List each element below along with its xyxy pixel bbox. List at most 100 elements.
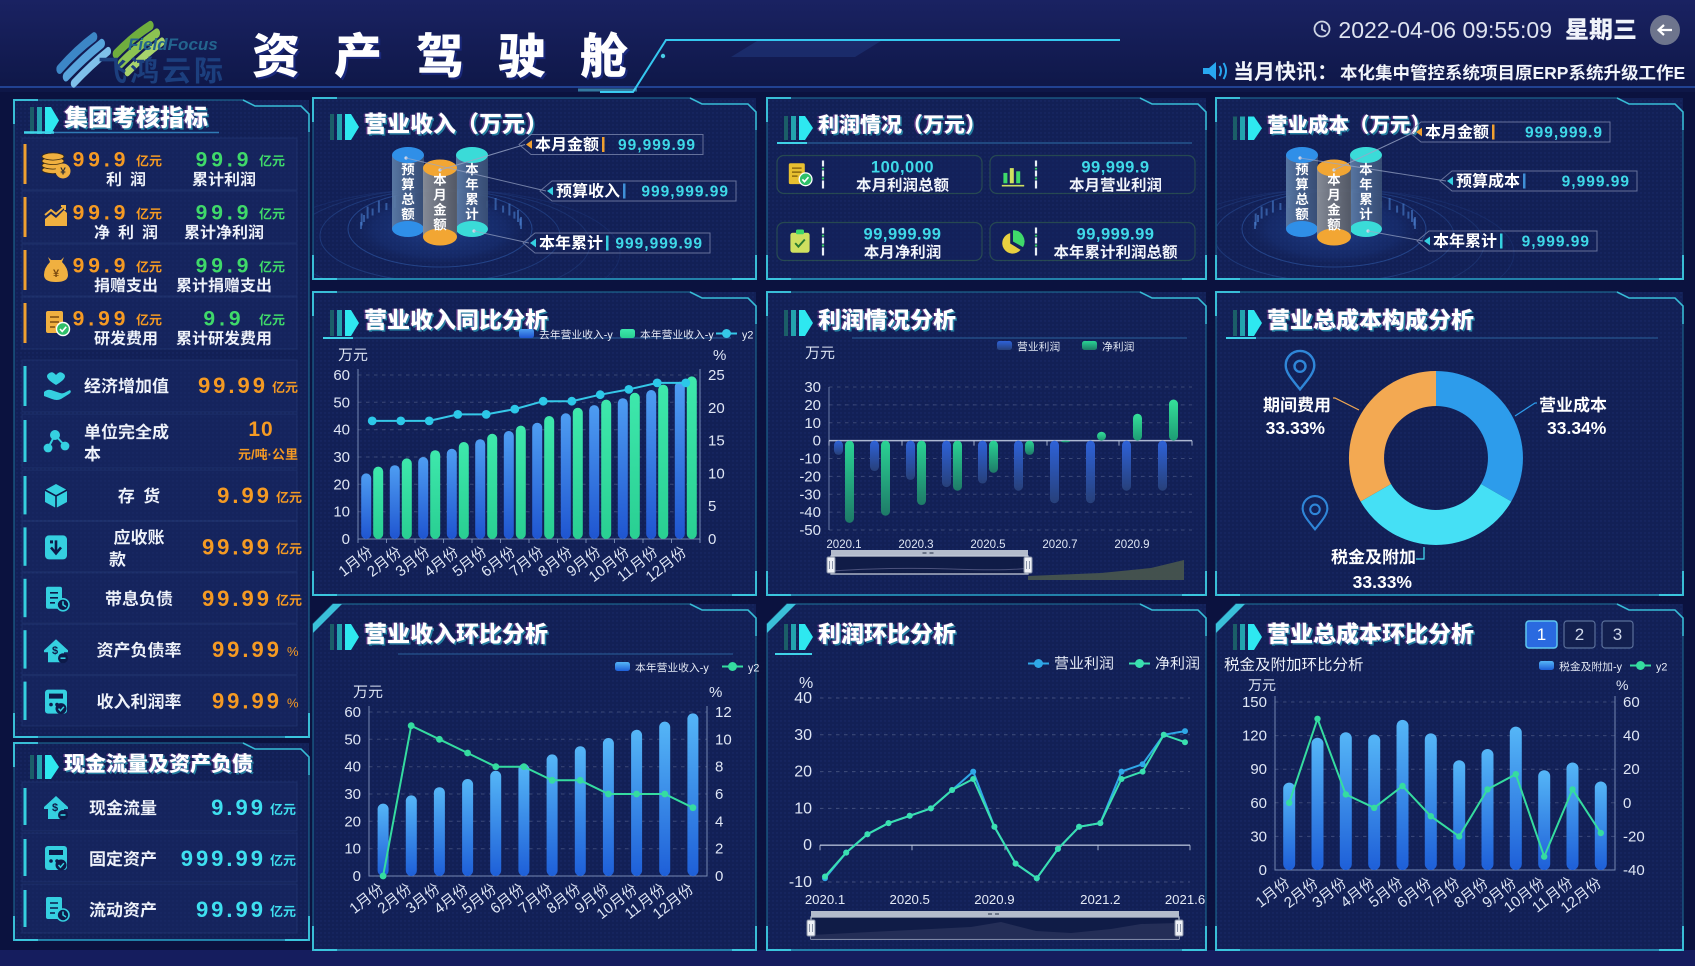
svg-text:99.99: 99.99 xyxy=(196,897,266,922)
svg-text:2020.9: 2020.9 xyxy=(1114,539,1149,551)
svg-text:99.9: 99.9 xyxy=(73,255,130,278)
svg-text:2021.6: 2021.6 xyxy=(1165,892,1205,907)
svg-text:40: 40 xyxy=(1623,728,1640,745)
svg-text:0: 0 xyxy=(342,531,350,548)
svg-text:20: 20 xyxy=(344,813,361,830)
svg-text:%: % xyxy=(799,675,813,692)
svg-text:·: · xyxy=(268,447,272,462)
svg-text:30: 30 xyxy=(333,449,350,466)
svg-text:¥: ¥ xyxy=(60,167,66,178)
svg-text:20: 20 xyxy=(333,476,350,493)
svg-text:%: % xyxy=(287,644,299,659)
svg-text:30: 30 xyxy=(794,727,812,744)
svg-text:99.9: 99.9 xyxy=(73,202,130,225)
svg-text:2: 2 xyxy=(1575,625,1584,644)
svg-text:2020.5: 2020.5 xyxy=(890,892,930,907)
svg-text:99.9: 99.9 xyxy=(196,255,253,278)
svg-text:12: 12 xyxy=(715,704,732,721)
svg-text:0: 0 xyxy=(708,531,716,548)
svg-text:999.99: 999.99 xyxy=(181,846,266,871)
svg-text:30: 30 xyxy=(344,786,361,803)
svg-text:99.99: 99.99 xyxy=(212,689,282,714)
svg-text:99,999.99: 99,999.99 xyxy=(618,137,696,154)
svg-text:40: 40 xyxy=(333,422,350,439)
svg-text:/: / xyxy=(251,447,255,462)
svg-text:10: 10 xyxy=(1501,893,1525,917)
svg-text:-50: -50 xyxy=(799,522,821,539)
svg-text:20: 20 xyxy=(794,764,812,781)
svg-text:$: $ xyxy=(52,645,58,657)
svg-text:2020.1: 2020.1 xyxy=(826,539,861,551)
svg-text:40: 40 xyxy=(794,690,812,707)
svg-text:2022-04-06 09:55:09: 2022-04-06 09:55:09 xyxy=(1338,17,1552,43)
svg-text:0: 0 xyxy=(353,868,361,885)
svg-text:-30: -30 xyxy=(799,486,821,503)
svg-text:20: 20 xyxy=(1623,761,1640,778)
svg-text:25: 25 xyxy=(708,367,725,384)
svg-text:99.99: 99.99 xyxy=(212,637,282,662)
svg-text:15: 15 xyxy=(708,433,725,450)
svg-text:0: 0 xyxy=(715,868,723,885)
svg-text:99,999.99: 99,999.99 xyxy=(1077,226,1155,244)
svg-text:99,999.99: 99,999.99 xyxy=(864,226,942,244)
svg-text:99,999.9: 99,999.9 xyxy=(1081,159,1149,177)
svg-text:99.9: 99.9 xyxy=(196,202,253,225)
svg-text:99.99: 99.99 xyxy=(202,586,272,611)
svg-text:12: 12 xyxy=(650,899,674,923)
svg-text:5: 5 xyxy=(708,498,716,515)
svg-text:10: 10 xyxy=(248,418,273,441)
svg-text:60: 60 xyxy=(333,367,350,384)
svg-text:40: 40 xyxy=(344,759,361,776)
svg-text:-40: -40 xyxy=(1623,862,1645,879)
svg-text:20: 20 xyxy=(804,397,821,414)
svg-text:0: 0 xyxy=(803,837,812,854)
svg-text:999,999.9: 999,999.9 xyxy=(1525,125,1603,142)
svg-text:%: % xyxy=(287,696,299,711)
svg-text:60: 60 xyxy=(1623,694,1640,711)
svg-text:2: 2 xyxy=(715,841,723,858)
svg-text:y2: y2 xyxy=(748,663,759,675)
svg-text:10: 10 xyxy=(333,504,350,521)
svg-text:12: 12 xyxy=(1558,893,1582,917)
svg-text:12: 12 xyxy=(643,562,667,586)
svg-text:30: 30 xyxy=(804,379,821,396)
svg-text:9.99: 9.99 xyxy=(211,795,266,820)
svg-text:99.99: 99.99 xyxy=(198,373,268,398)
svg-text:60: 60 xyxy=(344,704,361,721)
svg-text:-y: -y xyxy=(1613,662,1623,674)
svg-text:10: 10 xyxy=(593,899,617,923)
svg-text:y2: y2 xyxy=(742,330,753,342)
svg-text:30: 30 xyxy=(1250,828,1267,845)
svg-text:0: 0 xyxy=(1623,795,1631,812)
svg-text:0: 0 xyxy=(1259,862,1267,879)
svg-text:99.9: 99.9 xyxy=(196,149,253,172)
svg-text:9,999.99: 9,999.99 xyxy=(1522,234,1590,251)
svg-text:-40: -40 xyxy=(799,504,821,521)
svg-text:10: 10 xyxy=(708,465,725,482)
svg-text:33.34%: 33.34% xyxy=(1547,418,1607,438)
svg-text:9.99: 9.99 xyxy=(73,308,130,331)
svg-text:10: 10 xyxy=(586,562,610,586)
svg-text:10: 10 xyxy=(715,731,732,748)
svg-text:33.33%: 33.33% xyxy=(1266,418,1326,438)
svg-text:-y: -y xyxy=(604,330,614,342)
svg-text:90: 90 xyxy=(1250,761,1267,778)
svg-text:2020.3: 2020.3 xyxy=(898,539,933,551)
svg-text:9,999.99: 9,999.99 xyxy=(1562,174,1630,191)
svg-text:ERP: ERP xyxy=(1533,63,1569,83)
svg-text:2021.2: 2021.2 xyxy=(1080,892,1120,907)
svg-text:10: 10 xyxy=(344,841,361,858)
svg-text:y2: y2 xyxy=(1656,662,1667,674)
svg-text:%: % xyxy=(1616,677,1628,693)
svg-text:100,000: 100,000 xyxy=(871,159,934,177)
svg-text:9.99: 9.99 xyxy=(217,483,272,508)
svg-text:$: $ xyxy=(52,802,58,814)
svg-text:60: 60 xyxy=(1250,795,1267,812)
svg-text:-10: -10 xyxy=(789,874,812,891)
svg-text:2020.5: 2020.5 xyxy=(970,539,1005,551)
svg-text:4: 4 xyxy=(715,813,723,830)
svg-text:999,999.99: 999,999.99 xyxy=(641,184,729,201)
svg-text:-10: -10 xyxy=(799,451,821,468)
svg-text:-20: -20 xyxy=(799,468,821,485)
svg-text:20: 20 xyxy=(708,400,725,417)
